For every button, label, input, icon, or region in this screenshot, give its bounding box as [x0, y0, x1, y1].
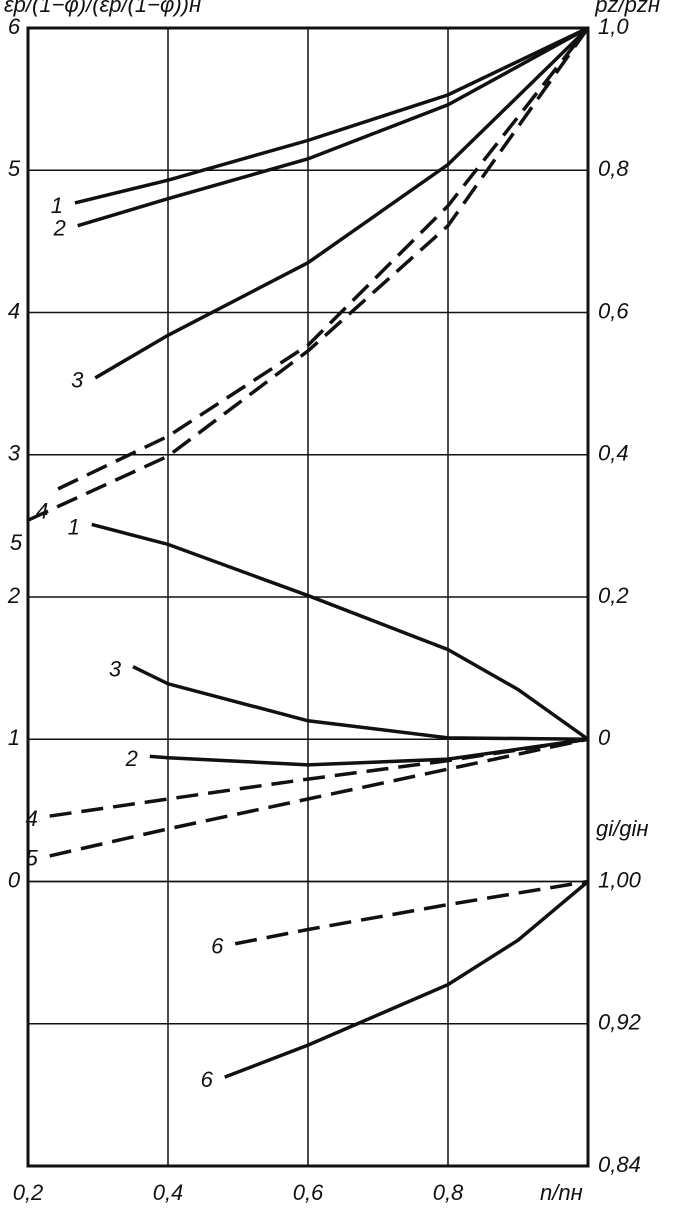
- y3-tick-label: 0,92: [598, 1010, 641, 1035]
- y-tick-label: 2: [7, 583, 20, 608]
- series-label: 3: [109, 657, 122, 682]
- x-axis-title: n/nн: [540, 1180, 583, 1205]
- series-label: 4: [36, 499, 48, 524]
- series-label: 2: [53, 216, 66, 241]
- y3-tick-label: 0,84: [598, 1152, 641, 1177]
- y2-tick-label: 0,6: [598, 298, 629, 323]
- series-label: 6: [201, 1067, 214, 1092]
- series-line: [91, 522, 590, 741]
- series-line: [74, 26, 589, 205]
- y-tick-label: 6: [8, 14, 21, 39]
- y2-axis-title: pz/pzн: [594, 0, 660, 17]
- series-line: [57, 26, 590, 491]
- y2-tick-label: 0,8: [598, 156, 629, 181]
- series-line: [132, 665, 589, 741]
- series-line: [49, 737, 589, 818]
- series-label: 6: [211, 934, 224, 959]
- y2-tick-label: 0: [598, 725, 611, 750]
- y-tick-label: 1: [8, 725, 20, 750]
- series-line: [77, 26, 589, 228]
- x-tick-label: 0,2: [13, 1180, 44, 1205]
- series-label: 3: [71, 368, 84, 393]
- series-label: 2: [125, 746, 138, 771]
- x-tick-label: 0,6: [293, 1180, 324, 1205]
- series-line: [224, 880, 590, 1079]
- series-label: 1: [51, 193, 63, 218]
- y-axis-title: εp/(1−φ)/(εp/(1−φ))н: [4, 0, 201, 17]
- series-line: [234, 879, 589, 946]
- y-tick-label: 5: [8, 156, 21, 181]
- series-label: 4: [26, 806, 38, 831]
- series-label: 5: [10, 530, 23, 555]
- x-tick-label: 0,4: [153, 1180, 184, 1205]
- y2-tick-label: 0,2: [598, 583, 629, 608]
- series-line: [27, 26, 590, 522]
- y-tick-label: 3: [8, 441, 21, 466]
- y-tick-label: 0: [8, 867, 21, 892]
- series-label: 1: [68, 514, 80, 539]
- series-line: [49, 737, 589, 858]
- y3-axis-title: gi/giн: [596, 816, 648, 841]
- y3-tick-label: 1,00: [598, 867, 642, 892]
- y2-tick-label: 0,4: [598, 441, 629, 466]
- x-tick-label: 0,8: [433, 1180, 464, 1205]
- series-label: 5: [26, 846, 39, 871]
- y-tick-label: 4: [8, 298, 20, 323]
- y2-tick-label: 1,0: [598, 14, 629, 39]
- series-line: [94, 26, 590, 380]
